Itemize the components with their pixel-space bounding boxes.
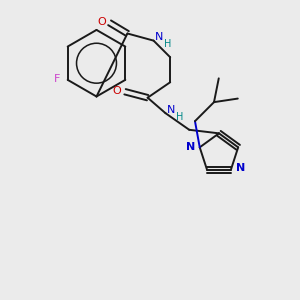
Text: F: F — [54, 74, 60, 84]
Text: N: N — [186, 142, 195, 152]
Text: N: N — [236, 163, 245, 172]
Text: N: N — [167, 105, 176, 115]
Text: O: O — [112, 85, 121, 96]
Text: H: H — [176, 112, 183, 122]
Text: O: O — [97, 16, 106, 27]
Text: H: H — [164, 39, 172, 49]
Text: N: N — [155, 32, 164, 42]
